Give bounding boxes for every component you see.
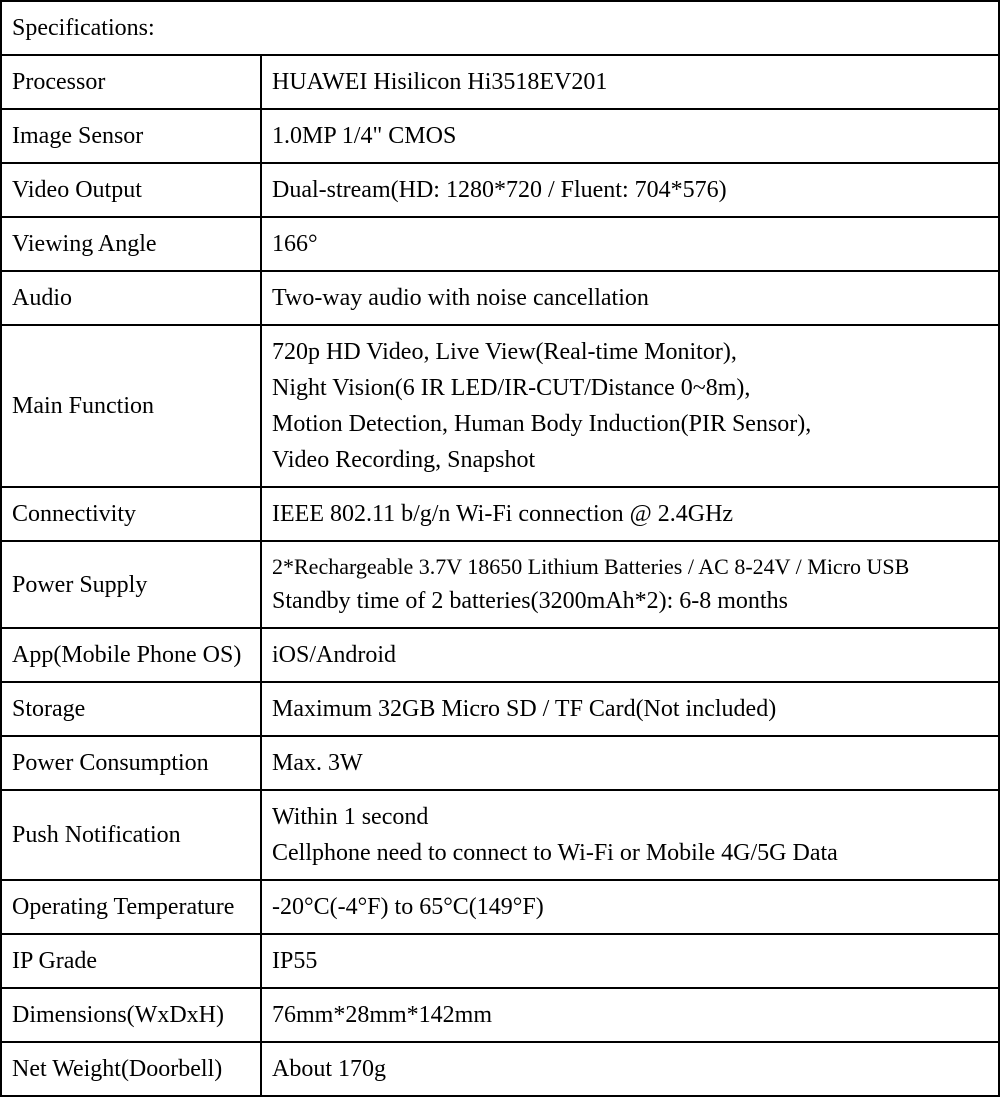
table-row: ProcessorHUAWEI Hisilicon Hi3518EV201 [1, 55, 999, 109]
spec-value: Max. 3W [261, 736, 999, 790]
spec-label: Video Output [1, 163, 261, 217]
spec-label: Main Function [1, 325, 261, 487]
spec-value: 1.0MP 1/4" CMOS [261, 109, 999, 163]
spec-label: Operating Temperature [1, 880, 261, 934]
table-row: Net Weight(Doorbell)About 170g [1, 1042, 999, 1096]
spec-value: IEEE 802.11 b/g/n Wi-Fi connection @ 2.4… [261, 487, 999, 541]
spec-value: HUAWEI Hisilicon Hi3518EV201 [261, 55, 999, 109]
table-row: Main Function720p HD Video, Live View(Re… [1, 325, 999, 487]
spec-value: 2*Rechargeable 3.7V 18650 Lithium Batter… [261, 541, 999, 628]
spec-label: Dimensions(WxDxH) [1, 988, 261, 1042]
table-row: Push NotificationWithin 1 secondCellphon… [1, 790, 999, 880]
specifications-table: Specifications: ProcessorHUAWEI Hisilico… [0, 0, 1000, 1097]
table-row: AudioTwo-way audio with noise cancellati… [1, 271, 999, 325]
spec-value: iOS/Android [261, 628, 999, 682]
spec-label: Net Weight(Doorbell) [1, 1042, 261, 1096]
spec-value: 720p HD Video, Live View(Real-time Monit… [261, 325, 999, 487]
spec-value: Dual-stream(HD: 1280*720 / Fluent: 704*5… [261, 163, 999, 217]
table-header-row: Specifications: [1, 1, 999, 55]
spec-value: 76mm*28mm*142mm [261, 988, 999, 1042]
spec-value: 166° [261, 217, 999, 271]
table-row: Image Sensor1.0MP 1/4" CMOS [1, 109, 999, 163]
spec-label: Push Notification [1, 790, 261, 880]
table-row: Power ConsumptionMax. 3W [1, 736, 999, 790]
table-body: ProcessorHUAWEI Hisilicon Hi3518EV201Ima… [1, 55, 999, 1096]
spec-label: Power Supply [1, 541, 261, 628]
spec-label: Viewing Angle [1, 217, 261, 271]
spec-label: IP Grade [1, 934, 261, 988]
spec-value: About 170g [261, 1042, 999, 1096]
spec-value-line: 2*Rechargeable 3.7V 18650 Lithium Batter… [272, 550, 988, 583]
spec-value: Within 1 secondCellphone need to connect… [261, 790, 999, 880]
spec-label: Connectivity [1, 487, 261, 541]
spec-label: Processor [1, 55, 261, 109]
table-row: App(Mobile Phone OS)iOS/Android [1, 628, 999, 682]
table-row: StorageMaximum 32GB Micro SD / TF Card(N… [1, 682, 999, 736]
spec-label: Audio [1, 271, 261, 325]
spec-label: App(Mobile Phone OS) [1, 628, 261, 682]
table-row: Power Supply 2*Rechargeable 3.7V 18650 Li… [1, 541, 999, 628]
table-row: Dimensions(WxDxH)76mm*28mm*142mm [1, 988, 999, 1042]
spec-label: Storage [1, 682, 261, 736]
spec-value: -20°C(-4°F) to 65°C(149°F) [261, 880, 999, 934]
spec-value: IP55 [261, 934, 999, 988]
spec-value-line: Standby time of 2 batteries(3200mAh*2): … [272, 583, 988, 619]
table-row: Operating Temperature-20°C(-4°F) to 65°C… [1, 880, 999, 934]
spec-label: Image Sensor [1, 109, 261, 163]
table-row: IP GradeIP55 [1, 934, 999, 988]
table-title: Specifications: [1, 1, 999, 55]
table-row: Video OutputDual-stream(HD: 1280*720 / F… [1, 163, 999, 217]
spec-value: Maximum 32GB Micro SD / TF Card(Not incl… [261, 682, 999, 736]
spec-value: Two-way audio with noise cancellation [261, 271, 999, 325]
spec-label: Power Consumption [1, 736, 261, 790]
table-row: ConnectivityIEEE 802.11 b/g/n Wi-Fi conn… [1, 487, 999, 541]
table-row: Viewing Angle166° [1, 217, 999, 271]
